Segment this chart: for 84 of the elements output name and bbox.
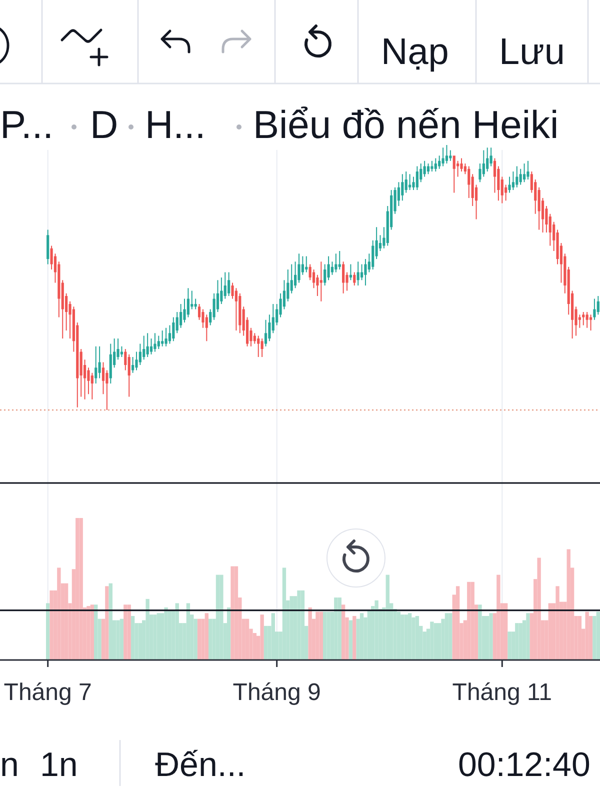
bar [271, 613, 275, 660]
bar [204, 613, 209, 660]
bar [348, 620, 353, 660]
x-tick-label: Tháng 7 [4, 679, 92, 706]
bar [208, 618, 212, 660]
bar [127, 604, 131, 660]
bar [300, 590, 305, 660]
bar [508, 632, 512, 660]
bar [216, 574, 220, 660]
bar [548, 603, 552, 660]
text: Lưu [499, 31, 565, 72]
bar [352, 616, 356, 660]
bar [105, 586, 109, 660]
bar [230, 566, 234, 660]
bar [234, 566, 238, 660]
bar [79, 518, 83, 660]
bar [282, 568, 286, 660]
bar [245, 618, 250, 660]
bar [566, 549, 570, 660]
bar [592, 616, 596, 660]
bar [448, 613, 452, 660]
bar [197, 618, 202, 660]
x-tick-label: Tháng 11 [452, 679, 552, 706]
bar [396, 612, 401, 660]
text: Đến... [155, 746, 246, 784]
bar [367, 610, 372, 660]
bar [360, 613, 364, 660]
bar [504, 603, 508, 660]
bar [194, 618, 198, 660]
text: 00:12:40 [458, 746, 590, 784]
bar [146, 598, 150, 660]
bar [130, 616, 135, 660]
bar [220, 574, 224, 660]
bar [175, 603, 179, 660]
bar [341, 604, 346, 660]
bar [50, 590, 54, 660]
bar [319, 612, 323, 660]
bar [537, 558, 541, 660]
bar [138, 623, 142, 660]
bar [252, 633, 257, 660]
bar [124, 604, 128, 660]
bar [94, 604, 98, 660]
bar [444, 613, 449, 660]
candlestick [320, 262, 322, 302]
bar [585, 612, 589, 660]
annotation: P... [0, 104, 54, 147]
bar [46, 603, 50, 660]
bar [168, 610, 172, 660]
bar [496, 574, 500, 660]
text: n [0, 746, 19, 784]
bar [226, 607, 231, 660]
bar [76, 518, 80, 660]
candlestick [164, 328, 168, 346]
bar [437, 623, 442, 660]
bar [186, 603, 190, 660]
bar [408, 613, 412, 660]
annotation: D [90, 104, 118, 147]
candlestick [593, 298, 596, 320]
bar [588, 616, 593, 660]
x-tick-label: Tháng 9 [232, 679, 321, 706]
bar [108, 583, 112, 660]
bar [456, 586, 460, 660]
bar [120, 618, 124, 660]
bar [478, 604, 482, 660]
bar [578, 616, 582, 660]
candlestick [526, 160, 530, 180]
bar [323, 612, 327, 660]
bar [308, 607, 312, 660]
bar [260, 614, 264, 660]
bar [467, 582, 471, 660]
bar [338, 598, 342, 660]
annotation: H... [145, 104, 206, 147]
bar [386, 574, 390, 660]
text: Nạp [381, 31, 449, 72]
annotation: Biểu đồ nến Heiki [253, 104, 559, 147]
bar [90, 604, 94, 660]
bar [64, 583, 68, 660]
text: 1n [40, 746, 78, 784]
bar [415, 616, 420, 660]
bar [526, 613, 530, 660]
bar [264, 626, 268, 660]
candlestick [161, 330, 164, 346]
bar [489, 613, 493, 660]
bar [470, 582, 474, 660]
